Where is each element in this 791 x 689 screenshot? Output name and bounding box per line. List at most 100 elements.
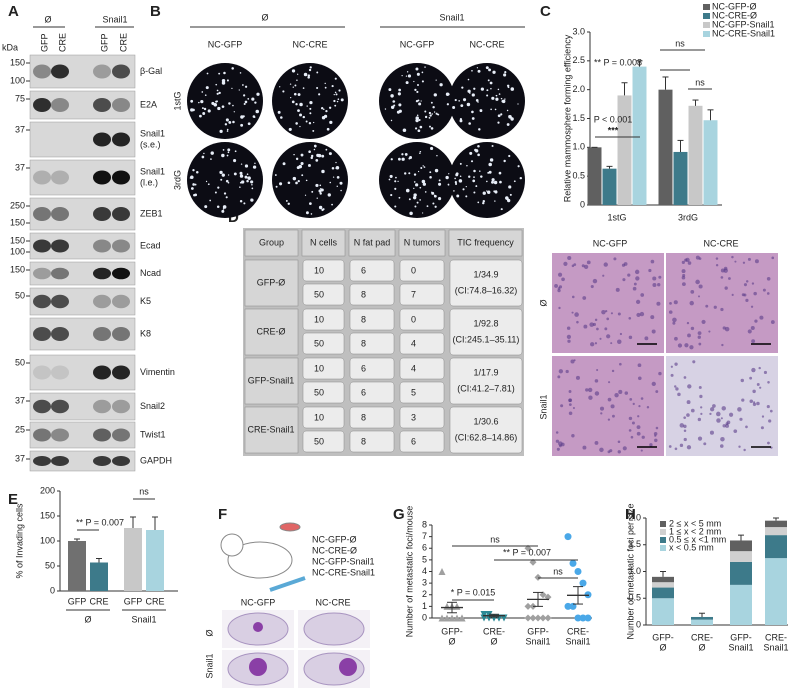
sphere: [461, 86, 464, 89]
nucleus: [698, 284, 703, 289]
sphere: [335, 165, 340, 170]
sphere: [332, 176, 335, 178]
band: [112, 327, 130, 341]
band: [51, 456, 69, 466]
nucleus: [582, 445, 587, 450]
table-value: 10: [314, 265, 324, 275]
sphere: [494, 200, 496, 202]
sphere: [231, 87, 233, 90]
sphere: [478, 128, 481, 131]
nucleus: [697, 335, 701, 339]
nucleus: [750, 305, 754, 308]
sphere: [480, 175, 483, 178]
sphere: [247, 176, 251, 180]
nucleus: [607, 418, 611, 421]
table-value: 50: [314, 338, 324, 348]
band: [93, 267, 111, 280]
sphere: [190, 187, 194, 190]
nucleus: [648, 268, 652, 273]
protein-label: K8: [140, 328, 151, 338]
nucleus: [751, 339, 756, 344]
table-value: 5: [411, 387, 416, 397]
sphere: [335, 161, 337, 164]
tic-text: 1/17.9: [473, 367, 498, 377]
sphere: [488, 162, 492, 167]
nucleus: [689, 300, 694, 306]
y-axis-label: Number of metastatic foci/mouse: [404, 506, 414, 638]
header-cell: [244, 229, 299, 257]
sphere: [408, 198, 411, 201]
sphere: [303, 72, 308, 77]
annotation: ns: [675, 38, 685, 48]
sphere: [225, 179, 229, 183]
group-label: NC-GFP-Snail1: [312, 556, 375, 566]
sphere: [419, 150, 422, 153]
sphere: [307, 164, 311, 167]
nucleus: [650, 315, 655, 320]
sphere: [304, 194, 307, 196]
sphere: [513, 180, 516, 183]
protein-label: K5: [140, 296, 151, 306]
sphere: [335, 93, 338, 96]
nucleus: [609, 449, 613, 453]
sphere: [282, 90, 285, 93]
band: [51, 133, 69, 147]
sphere: [190, 99, 194, 103]
point: [584, 614, 592, 622]
point: [453, 614, 461, 622]
sphere: [207, 183, 210, 186]
group-label: NC-GFP-Ø: [312, 534, 357, 544]
sphere: [246, 173, 249, 176]
nucleus: [699, 394, 703, 399]
bar: [146, 530, 164, 591]
sphere: [285, 199, 288, 202]
nucleus: [652, 276, 657, 281]
value-cell: [302, 283, 345, 306]
band: [33, 428, 51, 442]
column-label: NC-CRE: [316, 597, 351, 607]
sphere: [217, 106, 221, 111]
x-tick-label: Ø: [448, 636, 455, 646]
x-tick-label: Snail1: [525, 636, 550, 646]
nucleus: [723, 268, 728, 273]
bar-segment: [691, 619, 713, 625]
nucleus: [687, 261, 692, 265]
sphere: [326, 127, 330, 131]
y-tick-label: 50: [45, 560, 55, 570]
nucleus: [610, 312, 613, 315]
y-axis-label: % of Invading cells: [14, 503, 24, 579]
sphere: [292, 86, 294, 88]
nucleus: [672, 317, 677, 323]
sphere: [429, 114, 432, 117]
tic-text: 1/30.6: [473, 416, 498, 426]
x-tick-label: GFP-: [730, 632, 752, 642]
sphere: [498, 93, 501, 95]
nucleus: [592, 322, 596, 327]
sphere: [510, 87, 515, 91]
kda-marker: 37: [15, 395, 25, 405]
nucleus: [568, 411, 573, 416]
nucleus: [762, 288, 766, 292]
bar-segment: [652, 576, 674, 583]
nucleus: [724, 286, 728, 290]
nucleus: [651, 329, 656, 334]
nucleus: [756, 401, 760, 406]
value-cell: [399, 283, 445, 306]
sphere: [494, 108, 497, 111]
y-axis-label: Relative mammosphere forming efficiency: [562, 34, 572, 202]
nucleus: [640, 449, 643, 452]
sphere: [192, 183, 195, 186]
sphere: [318, 93, 321, 96]
nucleus: [770, 320, 775, 324]
sphere: [323, 108, 325, 111]
table-value: 8: [361, 314, 366, 324]
sphere: [475, 185, 478, 188]
x-tick-label: CRE: [89, 596, 108, 606]
sphere: [413, 193, 417, 197]
sphere: [480, 87, 484, 91]
sphere: [475, 99, 479, 102]
annotation: ns: [553, 566, 563, 576]
band: [33, 207, 51, 221]
sphere: [253, 116, 256, 119]
legend-swatch: [660, 529, 666, 535]
